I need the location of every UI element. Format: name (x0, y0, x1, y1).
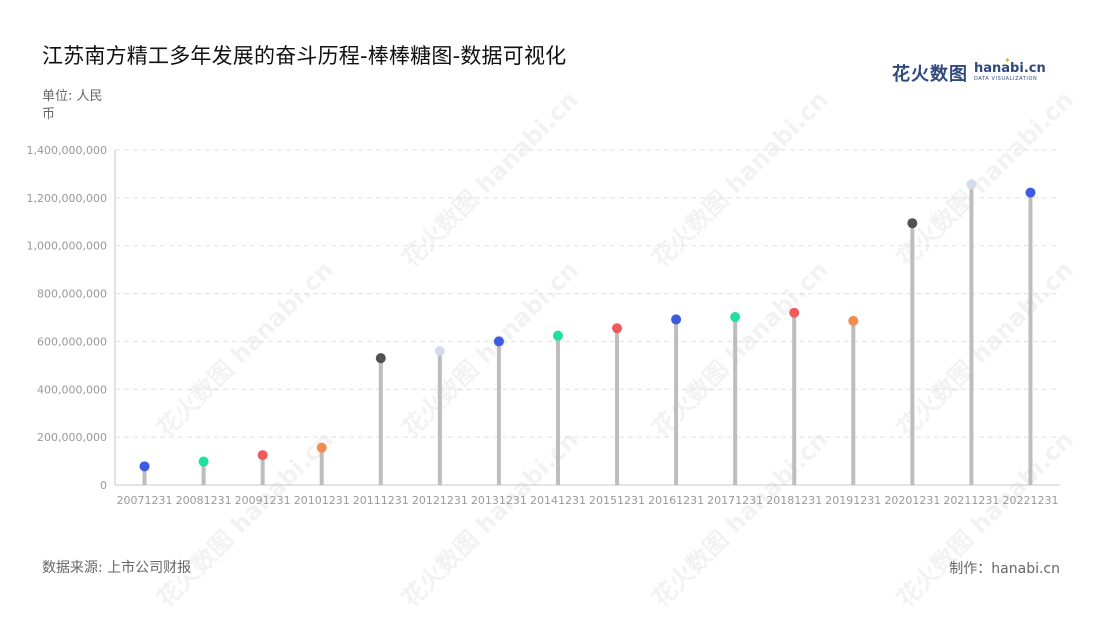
data-source-note: 数据来源: 上市公司财报 (42, 560, 192, 576)
x-tick-label: 20181231 (766, 494, 822, 507)
x-tick-label: 20131231 (471, 494, 527, 507)
lollipop-dot (552, 330, 563, 341)
x-tick-label: 20221231 (1002, 494, 1058, 507)
lollipop-dot (848, 315, 859, 326)
brand-logo: 花火数图 ✦ hanabi.cn DATA VISUALIZATION (892, 56, 1046, 90)
y-tick-label: 1,200,000,000 (27, 192, 107, 205)
chart-title: 江苏南方精工多年发展的奋斗历程-棒棒糖图-数据可视化 (42, 44, 567, 68)
x-tick-label: 20191231 (825, 494, 881, 507)
y-tick-label: 1,000,000,000 (27, 240, 107, 253)
lollipop-dot (966, 179, 977, 190)
maker-credit: 制作：hanabi.cn (949, 561, 1060, 577)
lollipop-dot (257, 450, 268, 461)
lollipop-dot (493, 336, 504, 347)
logo-chinese: 花火数图 (892, 64, 968, 85)
x-tick-label: 20161231 (648, 494, 704, 507)
x-tick-label: 20171231 (707, 494, 763, 507)
logo-english: hanabi.cn (974, 61, 1046, 76)
logo-subtitle: DATA VISUALIZATION (974, 76, 1038, 82)
x-tick-label: 20151231 (589, 494, 645, 507)
lollipop-dot (316, 442, 327, 453)
lollipop-dot (907, 218, 918, 229)
lollipop-dot (671, 314, 682, 325)
y-axis-unit-label: 单位: 人民币 (42, 89, 103, 122)
x-tick-label: 20121231 (412, 494, 468, 507)
lollipop-dot (730, 312, 741, 323)
lollipop-dot (434, 346, 445, 356)
y-tick-label: 800,000,000 (37, 288, 107, 301)
x-tick-label: 20091231 (235, 494, 291, 507)
x-tick-label: 20211231 (943, 494, 999, 507)
x-tick-label: 20141231 (530, 494, 586, 507)
lollipop-dot (139, 461, 150, 472)
y-tick-label: 400,000,000 (37, 383, 107, 396)
y-tick-label: 600,000,000 (37, 335, 107, 348)
y-tick-label: 200,000,000 (37, 431, 107, 444)
x-tick-label: 20071231 (117, 494, 173, 507)
y-tick-label: 1,400,000,000 (27, 144, 107, 157)
lollipop-dot (198, 456, 209, 467)
x-tick-label: 20101231 (294, 494, 350, 507)
x-tick-label: 20111231 (353, 494, 409, 507)
logo-spark-icon: ✦ (1004, 56, 1011, 65)
y-tick-label: 0 (100, 479, 107, 492)
x-tick-label: 20201231 (884, 494, 940, 507)
lollipop-dot (1025, 187, 1036, 198)
x-tick-label: 20081231 (176, 494, 232, 507)
lollipop-dot (375, 353, 386, 364)
lollipop-dot (612, 323, 623, 334)
lollipop-dot (789, 307, 800, 318)
